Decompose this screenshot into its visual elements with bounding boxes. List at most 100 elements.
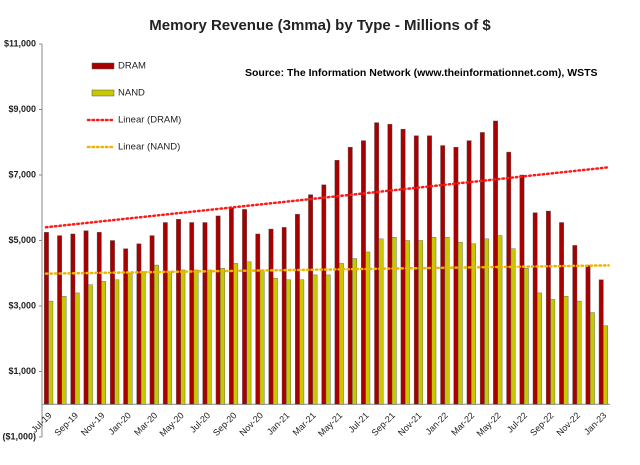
bar — [453, 146, 459, 405]
bar — [215, 215, 221, 405]
bar — [308, 194, 313, 405]
bar — [510, 248, 516, 405]
bar — [206, 269, 212, 405]
x-tick-label: Sep-19 — [53, 410, 81, 438]
y-tick-label: $5,000 — [8, 235, 36, 245]
bar — [444, 237, 450, 405]
bar — [545, 210, 551, 405]
legend-label: NAND — [118, 88, 145, 99]
bar — [471, 243, 476, 405]
bar — [114, 279, 120, 405]
x-tick-label: Jan-21 — [265, 410, 292, 437]
bar — [140, 271, 146, 405]
bar — [220, 268, 225, 405]
bar — [233, 263, 239, 405]
bar — [228, 207, 234, 405]
bar — [497, 235, 503, 405]
bar — [162, 222, 168, 405]
x-tick-label: Jan-23 — [582, 410, 609, 437]
y-tick-label: $3,000 — [8, 300, 36, 310]
bar — [312, 274, 318, 405]
y-tick-label: $11,000 — [4, 38, 36, 48]
y-tick-label: $7,000 — [8, 169, 36, 179]
bar — [154, 264, 159, 405]
bar — [202, 222, 208, 405]
bar — [189, 222, 195, 405]
bar — [598, 279, 604, 405]
bar — [110, 240, 115, 405]
bar — [537, 292, 542, 405]
bar — [347, 146, 353, 405]
bar — [295, 214, 300, 405]
bar — [272, 277, 278, 405]
bar — [603, 325, 608, 405]
bar — [44, 232, 49, 405]
bar — [365, 251, 371, 405]
bar — [321, 184, 327, 405]
bar — [61, 295, 67, 405]
x-tick-label: Jul-19 — [29, 410, 53, 434]
bar — [572, 245, 578, 405]
bar — [74, 292, 80, 405]
bar — [255, 233, 261, 405]
trend-line — [44, 264, 610, 275]
bar — [563, 295, 569, 405]
x-tick-label: Jul-22 — [505, 410, 529, 434]
bar — [506, 151, 512, 405]
x-tick-label: May-20 — [157, 410, 185, 438]
bar — [259, 269, 265, 405]
bar — [431, 237, 437, 405]
bar — [180, 269, 186, 405]
x-tick-label: Sep-20 — [211, 410, 239, 438]
bar — [136, 243, 142, 405]
bar — [176, 219, 181, 405]
bar — [96, 232, 102, 405]
bar — [484, 238, 490, 405]
x-tick-label: Nov-22 — [554, 410, 582, 438]
bar — [286, 279, 291, 405]
bar — [466, 140, 472, 405]
bar — [339, 263, 344, 405]
bar — [576, 300, 582, 405]
bar — [352, 258, 357, 405]
bar — [242, 209, 247, 405]
bar — [193, 269, 199, 405]
bar — [550, 299, 556, 405]
bar — [400, 128, 406, 405]
bar — [585, 264, 591, 405]
bar — [559, 222, 564, 405]
legend-swatch — [91, 89, 115, 97]
bar — [532, 212, 538, 405]
x-tick-label: Sep-21 — [370, 410, 398, 438]
bar — [281, 227, 287, 405]
trend-line — [44, 166, 610, 229]
x-tick-label: May-22 — [475, 410, 503, 438]
x-tick-label: Jan-20 — [106, 410, 133, 437]
bar — [88, 284, 93, 405]
legend-label: Linear (DRAM) — [118, 115, 181, 126]
bar — [413, 135, 419, 405]
bar — [519, 174, 525, 405]
source-annotation: Source: The Information Network (www.the… — [245, 67, 598, 79]
y-tick-label: $1,000 — [8, 366, 36, 376]
bar — [457, 241, 463, 405]
bar — [589, 312, 595, 405]
x-tick-label: Jan-22 — [423, 410, 450, 437]
chart-title: Memory Revenue (3mma) by Type - Millions… — [149, 17, 491, 34]
bar — [299, 279, 305, 405]
bar — [427, 135, 432, 405]
bar — [70, 233, 76, 405]
bar — [523, 268, 529, 405]
y-tick-label: $9,000 — [8, 104, 36, 114]
bar — [57, 235, 63, 405]
x-tick-label: Nov-19 — [79, 410, 107, 438]
y-tick-label: ($1,000) — [2, 431, 36, 441]
bar — [493, 120, 498, 405]
x-tick-label: Nov-21 — [396, 410, 424, 438]
bar — [418, 240, 424, 405]
bar — [268, 228, 274, 405]
x-tick-label: May-21 — [316, 410, 344, 438]
bar — [101, 281, 107, 405]
